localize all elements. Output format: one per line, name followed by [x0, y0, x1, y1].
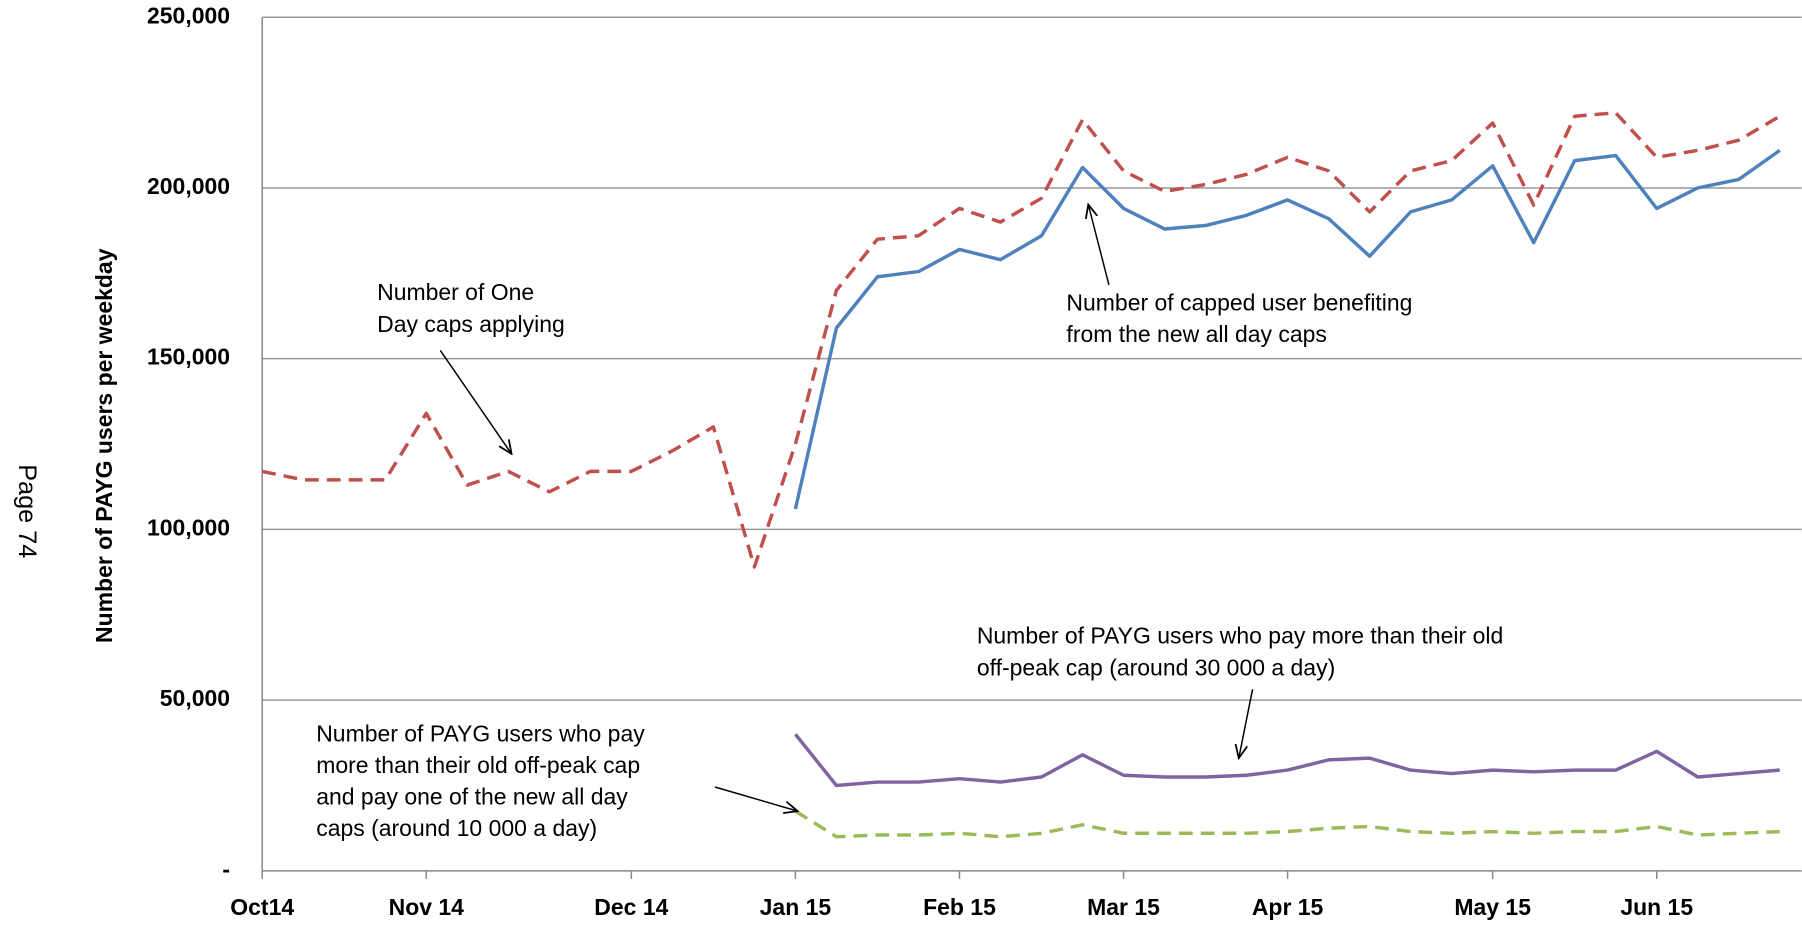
- annotation: Number of One: [377, 279, 534, 305]
- x-tick-label: Jun 15: [1620, 894, 1693, 920]
- annotation: more than their old off-peak cap: [316, 752, 640, 778]
- annotation: caps (around 10 000 a day): [316, 815, 597, 841]
- annotation: Number of capped user benefiting: [1066, 290, 1412, 316]
- x-tick-label: Jan 15: [760, 894, 832, 920]
- y-tick-label: 250,000: [147, 2, 230, 28]
- y-axis-label: Number of PAYG users per weekday: [91, 248, 117, 643]
- page-label: Page 74: [13, 464, 41, 558]
- y-tick-label: 200,000: [147, 173, 230, 199]
- annotation-arrow: [439, 349, 511, 453]
- annotation: Day caps applying: [377, 311, 565, 337]
- series-line: [793, 148, 1781, 510]
- y-tick-label: 100,000: [147, 514, 230, 540]
- annotation-arrow: [1239, 689, 1254, 758]
- annotation-arrow: [714, 786, 798, 811]
- annotation: off-peak cap (around 30 000 a day): [977, 654, 1335, 680]
- annotation-arrow: [1088, 205, 1110, 286]
- annotation: Number of PAYG users who pay more than t…: [977, 623, 1503, 649]
- y-tick-label: -: [222, 856, 230, 882]
- annotation: Number of PAYG users who pay: [316, 720, 645, 746]
- annotation: from the new all day caps: [1066, 321, 1326, 347]
- y-tick-label: 150,000: [147, 344, 230, 370]
- y-tick-label: 50,000: [160, 685, 230, 711]
- x-tick-label: Feb 15: [923, 894, 996, 920]
- x-tick-label: May 15: [1454, 894, 1531, 920]
- series-line: [794, 733, 1780, 788]
- x-tick-label: Oct14: [230, 894, 294, 920]
- x-tick-label: Apr 15: [1252, 894, 1324, 920]
- x-tick-label: Mar 15: [1087, 894, 1160, 920]
- series-line: [794, 809, 1780, 839]
- series-line: [261, 111, 1781, 569]
- x-tick-label: Nov 14: [389, 894, 465, 920]
- annotation: and pay one of the new all day: [316, 784, 628, 810]
- x-tick-label: Dec 14: [594, 894, 668, 920]
